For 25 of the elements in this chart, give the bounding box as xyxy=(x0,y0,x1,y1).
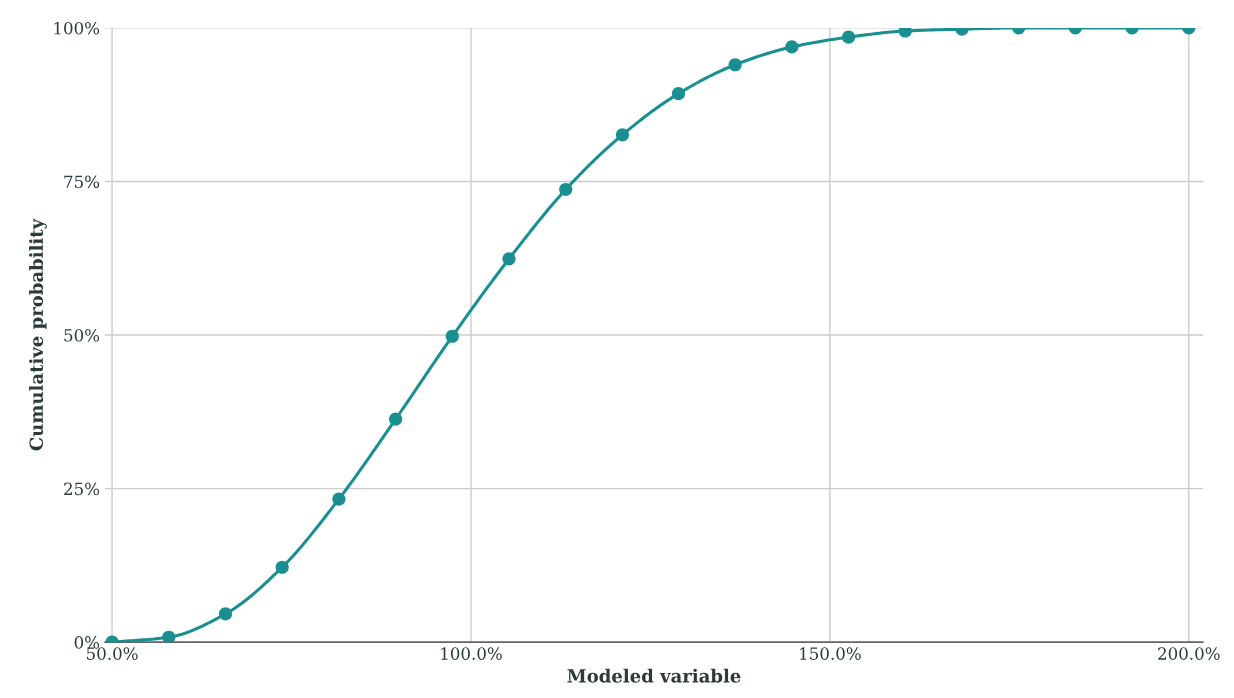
point xyxy=(898,27,912,38)
y-tick-label: 25% xyxy=(64,482,100,496)
point xyxy=(218,607,233,621)
point xyxy=(785,40,799,54)
point xyxy=(162,630,176,643)
x-tick-label: 150.0% xyxy=(800,647,861,660)
point xyxy=(275,560,289,574)
point xyxy=(502,252,516,266)
x-tick-label: 100.0% xyxy=(441,647,502,660)
x-tick-label: 50.0% xyxy=(87,647,138,660)
point xyxy=(445,329,459,343)
y-tick-label: 50% xyxy=(64,329,100,342)
x-axis-title: Modeled variable xyxy=(567,668,741,683)
y-tick-label: 100% xyxy=(54,21,100,35)
y-axis-title: Cumulative probability xyxy=(29,218,47,451)
point xyxy=(389,412,403,426)
point xyxy=(615,128,630,142)
y-tick-label: 75% xyxy=(64,175,100,189)
x-tick-label: 200.0% xyxy=(1158,647,1220,660)
point xyxy=(728,58,742,72)
point xyxy=(332,492,346,506)
y-tick-label: 0% xyxy=(74,636,100,649)
point xyxy=(559,182,573,197)
point xyxy=(841,30,856,44)
point xyxy=(671,87,686,101)
